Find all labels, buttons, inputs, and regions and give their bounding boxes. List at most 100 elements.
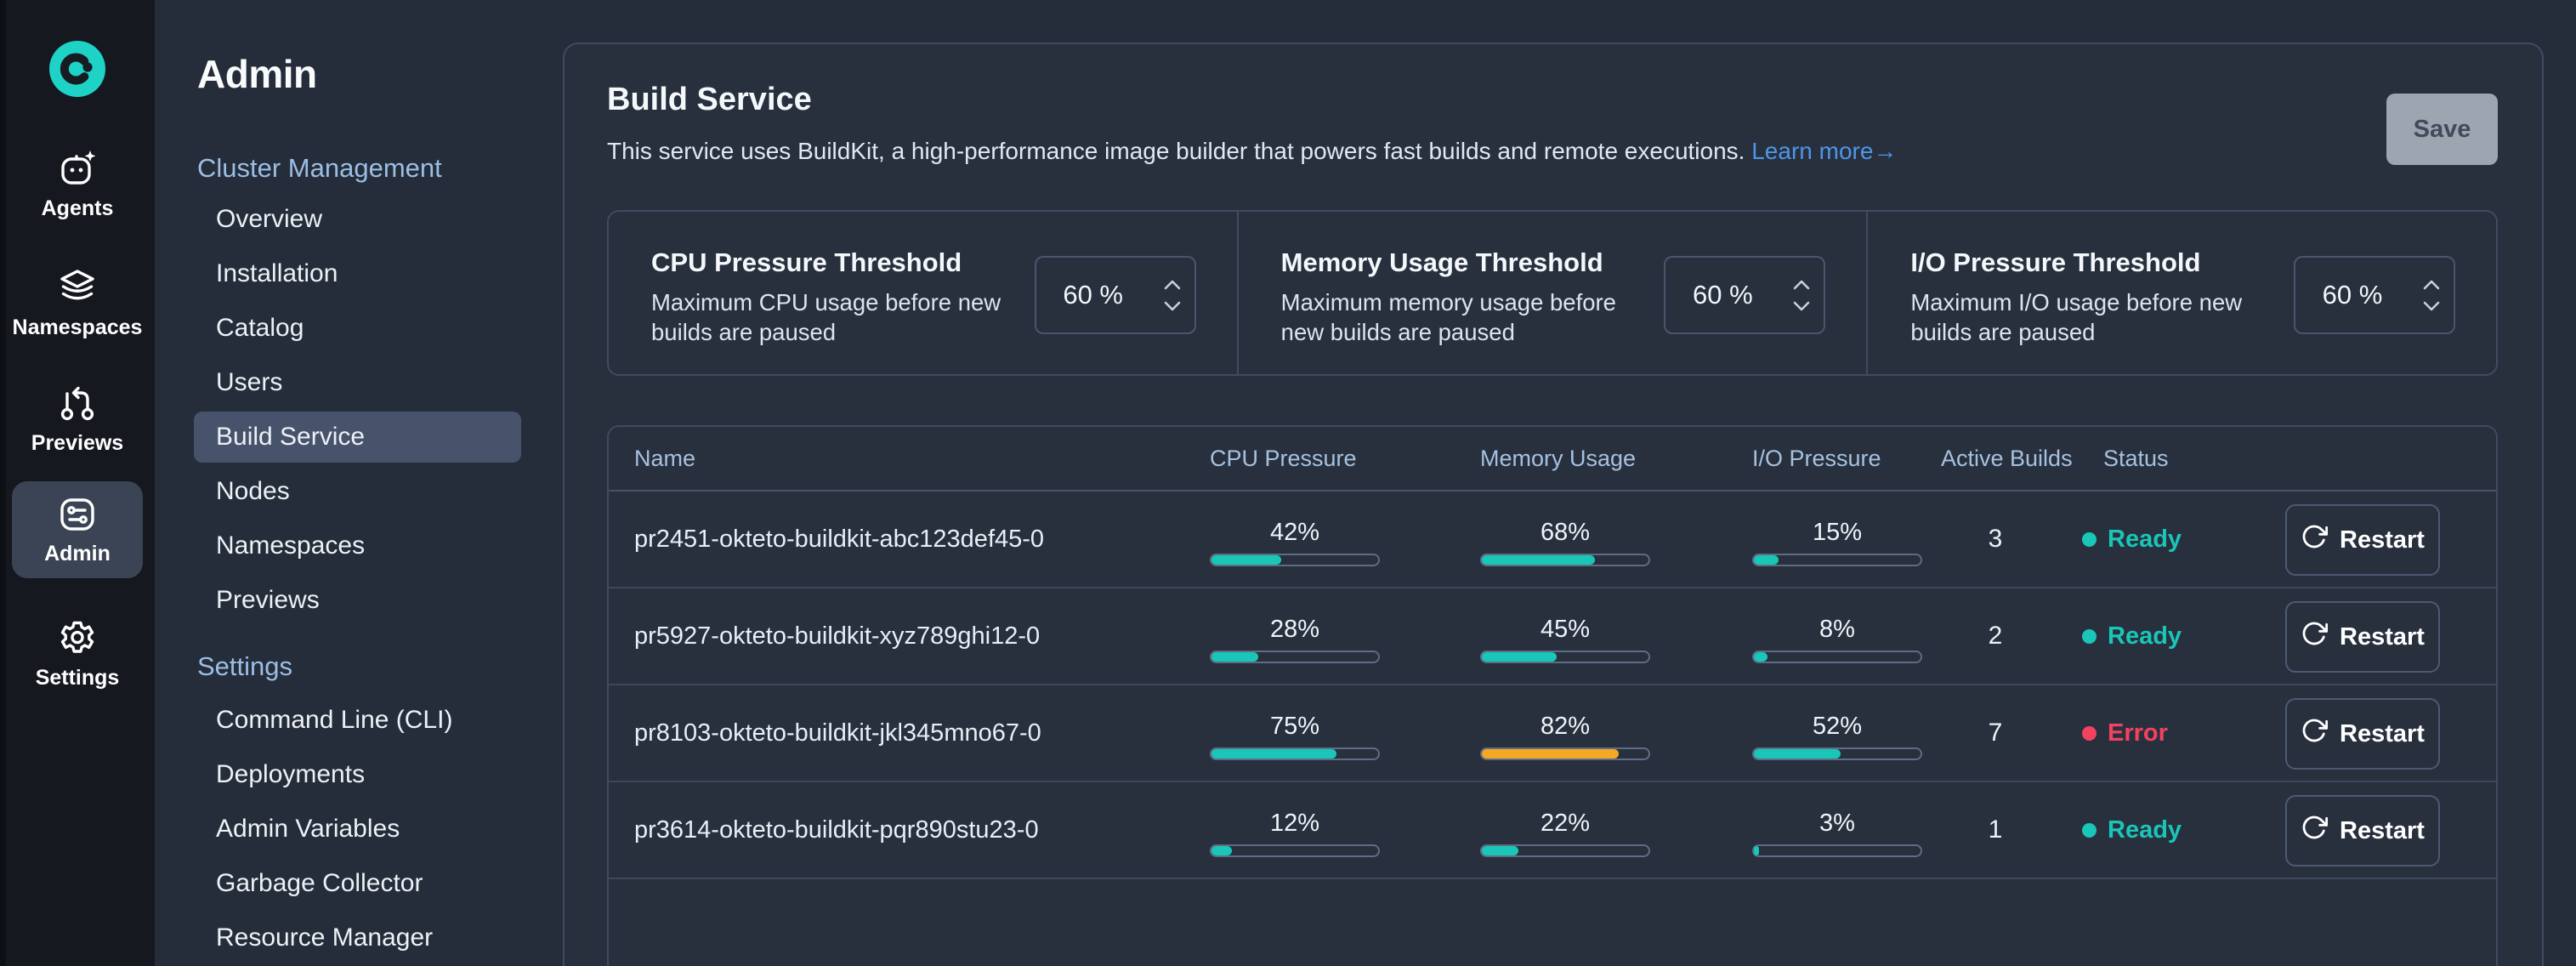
metric-percent-label: 75% [1269,713,1320,740]
sidebar-item-admin-variables[interactable]: Admin Variables [216,815,400,843]
progress-bar-fill [1482,652,1558,662]
table-row: pr3614-okteto-buildkit-pqr890stu23-0 12%… [609,782,2496,879]
sidebar-item-command-line-cli[interactable]: Command Line (CLI) [216,706,453,734]
io-threshold-card: I/O Pressure Threshold Maximum I/O usage… [1866,212,2496,374]
status-label: Ready [2108,622,2182,650]
restart-button[interactable]: Restart [2285,504,2440,576]
threshold-title: CPU Pressure Threshold [651,247,962,277]
sidebar-item-users[interactable]: Users [216,368,283,396]
sidebar-item-garbage-collector[interactable]: Garbage Collector [216,869,423,897]
table-header-row: Name CPU Pressure Memory Usage I/O Pressure… [609,427,2496,492]
restart-label: Restart [2340,622,2425,651]
status-dot-icon [2082,822,2097,838]
progress-bar-track [1480,844,1650,857]
progress-bar-track [1480,747,1650,760]
refresh-icon [2301,523,2329,557]
threshold-description: Maximum CPU usage before new builds are … [651,289,1001,345]
build-service-panel: Build Service This service uses BuildKit… [563,43,2544,966]
progress-bar-track [1480,651,1650,663]
column-header-active-builds: Active Builds [1941,445,2073,471]
status-label: Ready [2108,525,2182,553]
metric-percent-label: 28% [1269,616,1320,643]
table-row: pr8103-okteto-buildkit-jkl345mno67-0 75%… [609,685,2496,782]
table-row: pr5927-okteto-buildkit-xyz789ghi12-0 28%… [609,588,2496,685]
sidebar-item-catalog[interactable]: Catalog [216,314,304,342]
chevron-up-icon[interactable] [2423,280,2440,290]
okteto-logo[interactable] [49,41,105,97]
cpu-threshold-card: CPU Pressure Threshold Maximum CPU usage… [609,212,1237,374]
rail-item-previews[interactable]: Previews [12,371,143,468]
status-badge: Ready [2082,782,2182,878]
sidebar-item-build-service[interactable]: Build Service [194,412,521,463]
chevron-up-icon[interactable] [1793,280,1810,290]
instance-name: pr5927-okteto-buildkit-xyz789ghi12-0 [634,622,1041,650]
chevron-up-icon[interactable] [1164,280,1181,290]
metric-percent-label: 52% [1812,713,1863,740]
column-header-status: Status [2103,445,2169,471]
sidebar-item-nodes[interactable]: Nodes [216,477,290,505]
chevron-down-icon[interactable] [1164,301,1181,311]
threshold-title: Memory Usage Threshold [1280,247,1603,277]
metric-cell: 12% [1210,782,1380,878]
sidebar-item-overview[interactable]: Overview [216,205,323,233]
progress-bar-fill [1482,555,1596,565]
learn-more-link[interactable]: Learn more→ [1751,138,1898,164]
progress-bar-track [1752,651,1922,663]
page-title: Build Service [607,82,812,117]
instance-name: pr2451-okteto-buildkit-abc123def45-0 [634,525,1045,553]
save-button[interactable]: Save [2386,94,2498,165]
sidebar-item-namespaces[interactable]: Namespaces [216,531,366,560]
status-label: Error [2108,719,2168,747]
threshold-title: I/O Pressure Threshold [1910,247,2201,277]
sidebar-title: Admin [197,52,317,96]
progress-bar-fill [1754,749,1841,759]
rail-item-admin[interactable]: Admin [12,481,143,578]
sidebar-item-installation[interactable]: Installation [216,259,338,287]
metric-percent-label: 68% [1540,519,1591,546]
rail-item-label: Namespaces [12,315,143,339]
progress-bar-track [1210,651,1380,663]
metric-cell: 3% [1752,782,1922,878]
progress-bar-fill [1211,749,1336,759]
sidebar-item-deployments[interactable]: Deployments [216,760,366,788]
progress-bar-track [1210,747,1380,760]
rail-item-namespaces[interactable]: Namespaces [12,255,143,352]
layers-icon [57,267,98,308]
progress-bar-fill [1211,846,1232,855]
chevron-down-icon[interactable] [2423,301,2440,311]
restart-label: Restart [2340,719,2425,747]
restart-label: Restart [2340,526,2425,554]
rail-item-settings[interactable]: Settings [12,605,143,702]
progress-bar-track [1480,554,1650,566]
sidebar-item-previews[interactable]: Previews [216,586,320,614]
cpu-threshold-input[interactable]: 60 % [1034,256,1196,334]
status-dot-icon [2082,725,2097,741]
io-threshold-input[interactable]: 60 % [2294,256,2456,334]
metric-cell: 45% [1480,588,1650,684]
restart-button[interactable]: Restart [2285,698,2440,770]
progress-bar-track [1752,554,1922,566]
sidebar-item-resource-manager[interactable]: Resource Manager [216,923,434,952]
threshold-settings: CPU Pressure Threshold Maximum CPU usage… [607,210,2498,376]
metric-percent-label: 15% [1812,519,1863,546]
status-label: Ready [2108,815,2182,844]
status-badge: Error [2082,685,2168,781]
threshold-value: 60 % [1063,280,1123,310]
threshold-value: 60 % [1693,280,1753,310]
sliders-box-icon [57,493,98,534]
stepper-controls [2423,258,2440,332]
memory-threshold-input[interactable]: 60 % [1664,256,1826,334]
progress-bar-track [1752,844,1922,857]
rail-item-agents[interactable]: Agents [12,136,143,233]
chevron-down-icon[interactable] [1793,301,1810,311]
metric-percent-label: 3% [1819,810,1855,837]
rail-item-label: Previews [31,431,124,455]
restart-button[interactable]: Restart [2285,601,2440,673]
progress-bar-fill [1754,652,1767,662]
refresh-icon [2301,814,2329,848]
status-badge: Ready [2082,588,2182,684]
stepper-controls [1164,258,1181,332]
restart-button[interactable]: Restart [2285,795,2440,867]
metric-cell: 75% [1210,685,1380,781]
threshold-description: Maximum memory usage before new builds a… [1280,289,1616,345]
